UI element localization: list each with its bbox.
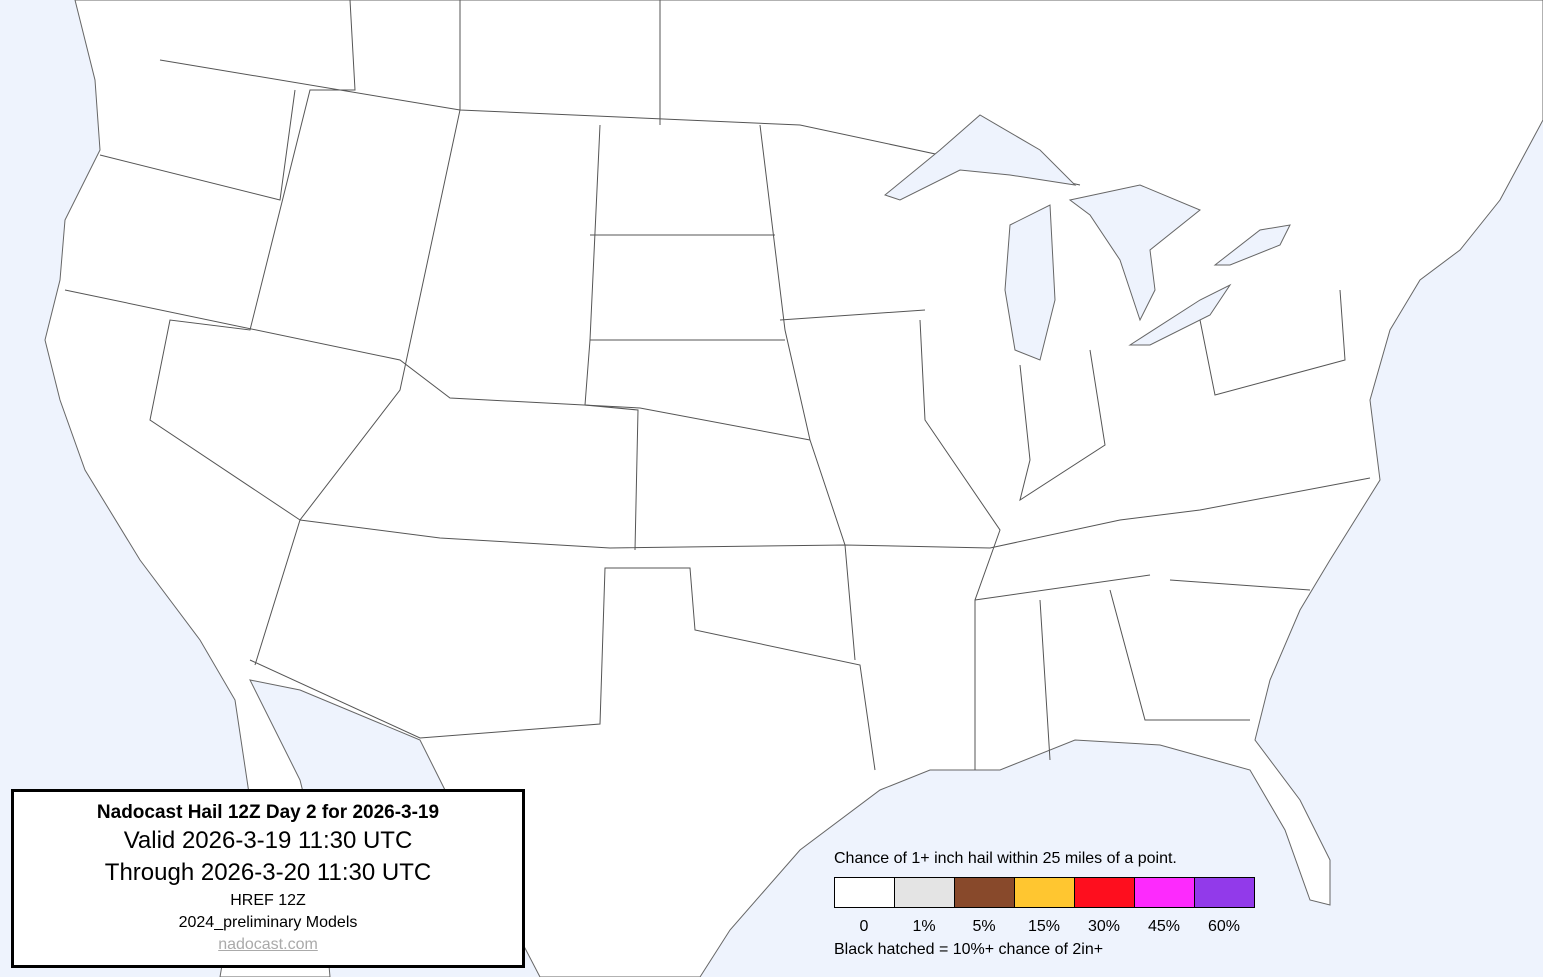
great-lakes bbox=[883, 114, 1291, 361]
legend-swatch bbox=[1135, 878, 1195, 907]
legend-swatch bbox=[1015, 878, 1075, 907]
legend-label: 1% bbox=[912, 918, 936, 935]
legend-label: 30% bbox=[1087, 918, 1121, 935]
legend-label: 45% bbox=[1147, 918, 1181, 935]
legend-swatch bbox=[895, 878, 955, 907]
state-borders bbox=[64, 0, 1371, 771]
legend-label: 15% bbox=[1027, 918, 1061, 935]
model-run: HREF 12Z bbox=[230, 892, 306, 909]
legend-swatch bbox=[955, 878, 1015, 907]
legend-swatch bbox=[1075, 878, 1135, 907]
legend-label: 5% bbox=[972, 918, 996, 935]
legend-color-bar bbox=[834, 877, 1255, 908]
legend-labels: 0 1% 5% 15% 30% 45% 60% bbox=[834, 918, 1254, 936]
legend-label: 0 bbox=[859, 918, 869, 935]
valid-time: Valid 2026-3-19 11:30 UTC bbox=[123, 827, 413, 854]
land bbox=[44, 0, 1543, 977]
legend-note: Black hatched = 10%+ chance of 2in+ bbox=[834, 941, 1104, 958]
legend-label: 60% bbox=[1207, 918, 1241, 935]
through-time: Through 2026-3-20 11:30 UTC bbox=[104, 859, 432, 886]
model-version: 2024_preliminary Models bbox=[178, 914, 358, 931]
legend-swatch bbox=[1195, 878, 1254, 907]
forecast-title: Nadocast Hail 12Z Day 2 for 2026-3-19 bbox=[96, 802, 440, 823]
legend-caption: Chance of 1+ inch hail within 25 miles o… bbox=[834, 850, 1177, 867]
nadocast-link[interactable]: nadocast.com bbox=[218, 936, 318, 953]
legend-swatch bbox=[835, 878, 895, 907]
forecast-info-box: Nadocast Hail 12Z Day 2 for 2026-3-19 Va… bbox=[11, 789, 525, 968]
legend: Chance of 1+ inch hail within 25 miles o… bbox=[834, 850, 1255, 959]
